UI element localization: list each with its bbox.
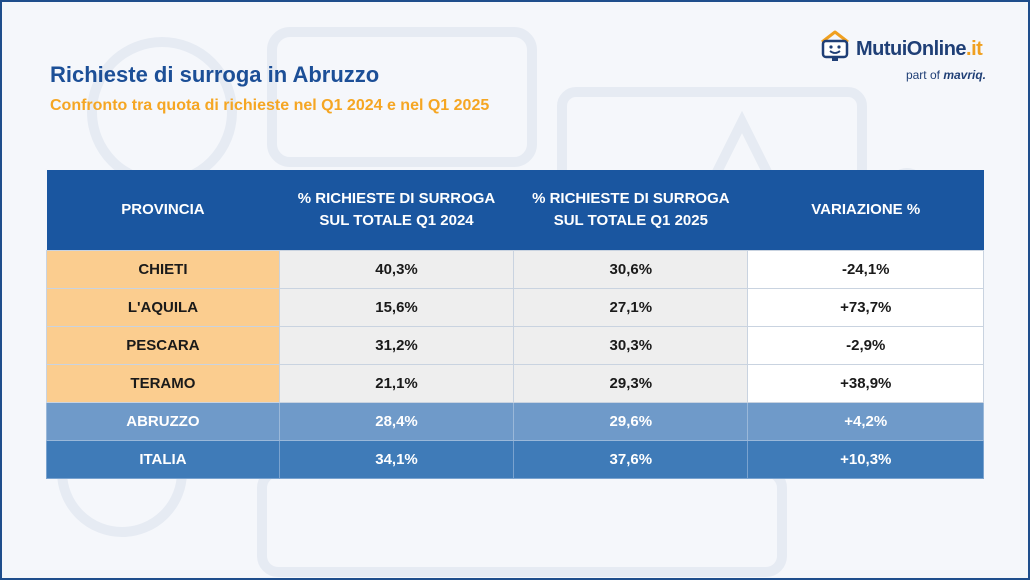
cell-provincia: ITALIA xyxy=(46,440,280,479)
cell-q1-2025: 30,6% xyxy=(513,250,749,289)
header-provincia: PROVINCIA xyxy=(46,170,280,251)
cell-q1-2025: 29,6% xyxy=(513,402,749,441)
page-title: Richieste di surroga in Abruzzo xyxy=(50,62,380,87)
cell-q1-2025: 30,3% xyxy=(513,326,749,365)
cell-q1-2024: 34,1% xyxy=(278,440,515,479)
cell-q1-2024: 15,6% xyxy=(278,288,515,327)
monitor-smiley-icon xyxy=(821,30,849,61)
brand-logo: MutuiOnline.it part of mavriq. xyxy=(818,30,988,90)
cell-q1-2024: 40,3% xyxy=(278,250,515,289)
table-row: CHIETI 40,3% 30,6% -24,1% xyxy=(46,250,984,289)
header-q1-2025: % RICHIESTE DI SURROGA SUL TOTALE Q1 2025 xyxy=(513,170,748,251)
cell-q1-2024: 31,2% xyxy=(278,326,515,365)
data-table: PROVINCIA % RICHIESTE DI SURROGA SUL TOTA… xyxy=(46,170,984,479)
page-subtitle: Confronto tra quota di richieste nel Q1 … xyxy=(50,97,490,114)
cell-q1-2025: 37,6% xyxy=(513,440,749,479)
table-row: TERAMO 21,1% 29,3% +38,9% xyxy=(46,364,984,403)
header-q1-2024: % RICHIESTE DI SURROGA SUL TOTALE Q1 2024 xyxy=(279,170,514,251)
table-row-italia: ITALIA 34,1% 37,6% +10,3% xyxy=(46,440,984,479)
cell-variazione: +4,2% xyxy=(747,402,984,441)
table-row: L'AQUILA 15,6% 27,1% +73,7% xyxy=(46,288,984,327)
cell-variazione: +10,3% xyxy=(747,440,984,479)
cell-q1-2025: 27,1% xyxy=(513,288,749,327)
logo-wordmark: MutuiOnline.it xyxy=(856,38,983,60)
cell-q1-2025: 29,3% xyxy=(513,364,749,403)
cell-variazione: +73,7% xyxy=(747,288,984,327)
table-row-abruzzo: ABRUZZO 28,4% 29,6% +4,2% xyxy=(46,402,984,441)
cell-variazione: -24,1% xyxy=(747,250,984,289)
cell-provincia: CHIETI xyxy=(46,250,280,289)
cell-provincia: PESCARA xyxy=(46,326,280,365)
cell-q1-2024: 28,4% xyxy=(278,402,515,441)
cell-variazione: -2,9% xyxy=(747,326,984,365)
header-variazione: VARIAZIONE % xyxy=(747,170,984,251)
cell-variazione: +38,9% xyxy=(747,364,984,403)
cell-provincia: ABRUZZO xyxy=(46,402,280,441)
cell-provincia: TERAMO xyxy=(46,364,280,403)
table-header-row: PROVINCIA % RICHIESTE DI SURROGA SUL TOTA… xyxy=(46,170,984,251)
cell-provincia: L'AQUILA xyxy=(46,288,280,327)
cell-q1-2024: 21,1% xyxy=(278,364,515,403)
table-row: PESCARA 31,2% 30,3% -2,9% xyxy=(46,326,984,365)
logo-tagline: part of mavriq. xyxy=(905,68,986,82)
